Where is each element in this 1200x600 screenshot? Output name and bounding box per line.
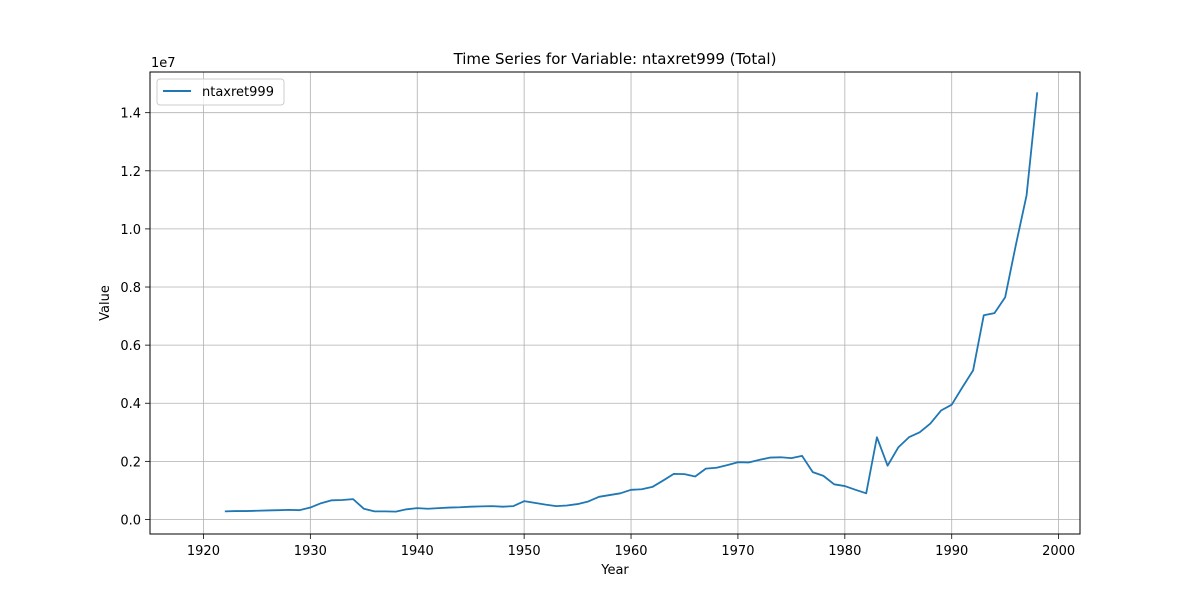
x-axis-ticks: 1920 1930 1940 1950 1960 1970 1980 1990 2000	[187, 534, 1075, 559]
y-tick-label: 1.0	[120, 223, 141, 238]
legend-box	[156, 78, 285, 106]
chart-title: Time Series for Variable: ntaxret999 (To…	[453, 50, 777, 68]
y-axis-ticks: 0.0 0.2 0.4 0.6 0.8 1.0 1.2 1.4	[120, 107, 150, 528]
series-line-ntaxret999	[224, 92, 1039, 513]
y-tick-label: 0.0	[120, 513, 141, 528]
y-tick-label: 0.4	[120, 397, 141, 412]
x-tick-label: 1940	[401, 544, 434, 559]
x-tick-label: 1930	[294, 544, 327, 559]
series-layer	[224, 92, 1039, 513]
x-tick-label: 1980	[828, 544, 861, 559]
x-tick-label: 1950	[508, 544, 541, 559]
y-tick-label: 0.6	[120, 339, 141, 354]
y-axis-multiplier: 1e7	[151, 56, 176, 71]
plot-area-frame	[149, 71, 1081, 535]
x-tick-label: 1990	[935, 544, 968, 559]
x-axis-label: Year	[600, 563, 629, 578]
legend-label: ntaxret999	[202, 85, 274, 100]
y-tick-label: 0.8	[120, 281, 141, 296]
grid	[150, 72, 1080, 534]
x-tick-label: 2000	[1042, 544, 1075, 559]
y-tick-label: 1.4	[120, 107, 141, 122]
legend: ntaxret999	[156, 78, 285, 106]
x-tick-label: 1960	[614, 544, 647, 559]
y-axis-label: Value	[98, 285, 113, 321]
y-tick-label: 0.2	[120, 455, 141, 470]
y-tick-label: 1.2	[120, 165, 141, 180]
x-tick-label: 1970	[721, 544, 754, 559]
x-tick-label: 1920	[187, 544, 220, 559]
